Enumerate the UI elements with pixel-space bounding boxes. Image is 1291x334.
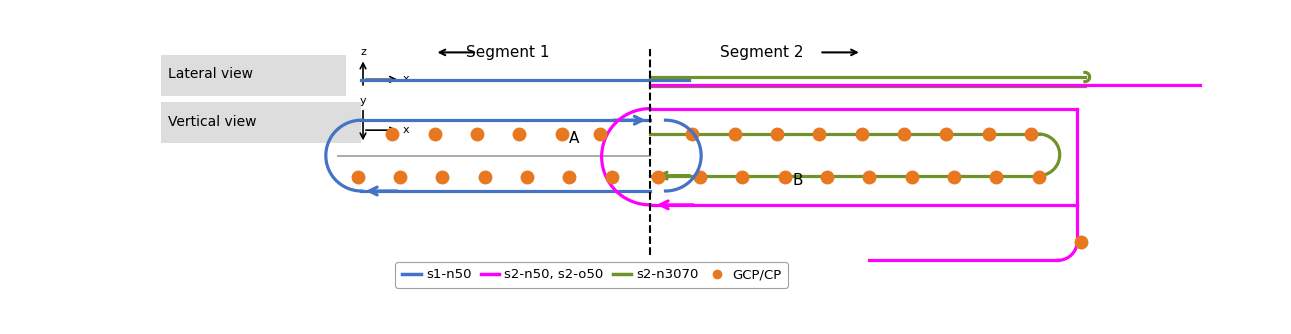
Text: x: x — [403, 125, 409, 135]
Text: x: x — [403, 74, 409, 85]
Text: Segment 2: Segment 2 — [720, 45, 803, 60]
Text: Vertical view: Vertical view — [168, 116, 256, 130]
Text: y: y — [360, 96, 367, 106]
Text: z: z — [360, 47, 365, 57]
Legend: s1-n50, s2-n50, s2-o50, s2-n3070, GCP/CP: s1-n50, s2-n50, s2-o50, s2-n3070, GCP/CP — [395, 262, 788, 288]
Text: Segment 1: Segment 1 — [466, 45, 550, 60]
Text: Lateral view: Lateral view — [168, 67, 253, 81]
Text: B: B — [793, 173, 803, 188]
Bar — [161, 55, 346, 96]
Bar — [161, 103, 361, 143]
Text: A: A — [569, 131, 580, 146]
